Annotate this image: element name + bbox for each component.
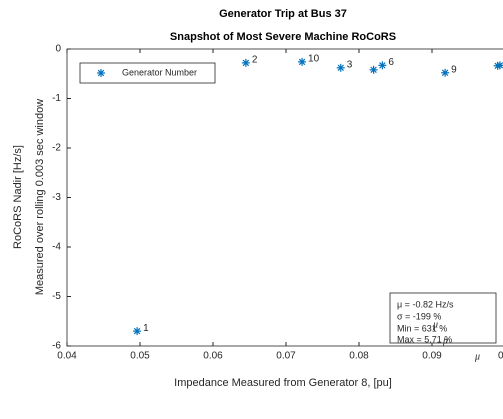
annotation: μ bbox=[474, 351, 480, 362]
x-tick-label: 0.08 bbox=[349, 351, 369, 362]
data-point bbox=[369, 65, 378, 74]
y-tick-label: -3 bbox=[52, 192, 61, 203]
y-tick-label: -1 bbox=[52, 93, 61, 104]
point-label: 3 bbox=[347, 59, 353, 70]
x-tick-label: 0.1 bbox=[498, 351, 503, 362]
star-stroke bbox=[298, 58, 306, 66]
annotation: Min = 631 % bbox=[397, 323, 447, 333]
point-label: 1 bbox=[143, 323, 149, 334]
annotation: μ bbox=[442, 335, 448, 346]
annotation: Max = 5.71 % bbox=[397, 334, 452, 344]
point-label: 2 bbox=[252, 55, 258, 66]
data-point bbox=[378, 61, 387, 70]
chart-subtitle: Snapshot of Most Severe Machine RoCoRS bbox=[170, 31, 396, 43]
y-axis-label: Measured over rolling 0.003 sec window bbox=[34, 99, 46, 295]
y-tick-label: -6 bbox=[52, 341, 61, 352]
annotation: μ bbox=[432, 319, 438, 330]
chart-title: Generator Trip at Bus 37 bbox=[219, 8, 347, 20]
legend-box bbox=[79, 62, 216, 84]
point-label: 6 bbox=[388, 57, 394, 68]
data-point bbox=[298, 57, 307, 66]
annotation-box bbox=[389, 292, 497, 344]
point-label: 10 bbox=[308, 54, 320, 65]
x-tick-label: 0.05 bbox=[130, 351, 150, 362]
y-tick-label: 0 bbox=[55, 44, 61, 55]
x-tick-label: 0.06 bbox=[203, 351, 223, 362]
star-stroke bbox=[242, 59, 250, 67]
y-tick-label: -5 bbox=[52, 291, 61, 302]
data-point bbox=[133, 327, 142, 336]
y-axis-label: RoCoRS Nadir [Hz/s] bbox=[12, 145, 24, 249]
star-stroke bbox=[441, 69, 449, 76]
data-point bbox=[441, 68, 450, 77]
y-tick-label: -2 bbox=[52, 143, 61, 154]
annotation: σ = -199 % bbox=[397, 311, 441, 321]
data-point bbox=[241, 58, 250, 67]
y-tick-label: -4 bbox=[52, 242, 61, 253]
legend-label: Generator Number bbox=[122, 67, 197, 77]
x-axis-label: Impedance Measured from Generator 8, [pu… bbox=[174, 377, 392, 389]
x-tick-label: 0.04 bbox=[57, 351, 77, 362]
x-tick-label: 0.09 bbox=[422, 351, 442, 362]
star-stroke bbox=[133, 327, 141, 335]
legend-marker bbox=[97, 69, 105, 77]
annotation: μ = -0.82 Hz/s bbox=[397, 299, 454, 309]
star-stroke bbox=[337, 64, 344, 72]
data-point bbox=[336, 63, 345, 72]
star-stroke bbox=[496, 62, 503, 69]
point-label: 9 bbox=[451, 64, 457, 75]
x-tick-label: 0.07 bbox=[276, 351, 296, 362]
star-stroke bbox=[97, 69, 105, 77]
star-stroke bbox=[370, 66, 377, 74]
star-stroke bbox=[379, 62, 386, 69]
